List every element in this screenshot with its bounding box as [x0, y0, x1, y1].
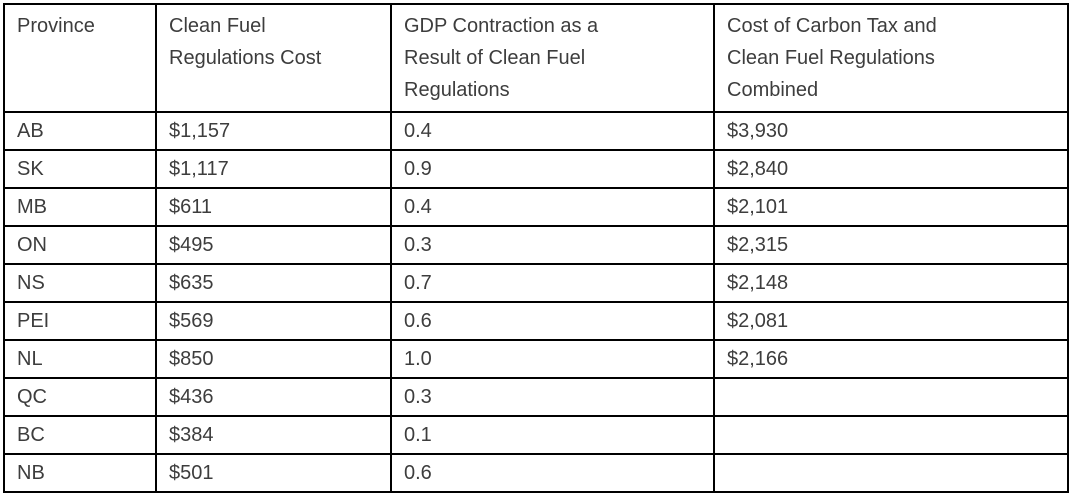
table-row: PEI $569 0.6 $2,081 — [3, 301, 1069, 341]
cell-province: QC — [3, 377, 157, 417]
cell-clean-fuel-cost: $501 — [155, 453, 392, 493]
cell-combined-cost — [713, 377, 1069, 417]
cell-clean-fuel-cost: $1,117 — [155, 149, 392, 189]
header-row: Province Clean Fuel Regulations Cost GDP… — [3, 3, 1069, 113]
cell-gdp-contraction: 0.4 — [390, 187, 715, 227]
table-row: NL $850 1.0 $2,166 — [3, 339, 1069, 379]
cell-clean-fuel-cost: $495 — [155, 225, 392, 265]
col-header-gdp-contraction: GDP Contraction as a Result of Clean Fue… — [390, 3, 715, 113]
cell-province: BC — [3, 415, 157, 455]
cell-gdp-contraction: 0.6 — [390, 453, 715, 493]
cell-province: SK — [3, 149, 157, 189]
cell-province: NL — [3, 339, 157, 379]
cell-gdp-contraction: 0.6 — [390, 301, 715, 341]
cell-combined-cost: $2,081 — [713, 301, 1069, 341]
provinces-clean-fuel-cost-table: Province Clean Fuel Regulations Cost GDP… — [3, 3, 1069, 493]
cell-clean-fuel-cost: $384 — [155, 415, 392, 455]
table-row: NB $501 0.6 — [3, 453, 1069, 493]
table-row: AB $1,157 0.4 $3,930 — [3, 111, 1069, 151]
cell-province: MB — [3, 187, 157, 227]
cell-combined-cost: $2,101 — [713, 187, 1069, 227]
table-row: NS $635 0.7 $2,148 — [3, 263, 1069, 303]
cell-clean-fuel-cost: $850 — [155, 339, 392, 379]
table-row: QC $436 0.3 — [3, 377, 1069, 417]
cell-clean-fuel-cost: $1,157 — [155, 111, 392, 151]
cell-province: NS — [3, 263, 157, 303]
table-row: SK $1,117 0.9 $2,840 — [3, 149, 1069, 189]
cell-gdp-contraction: 0.3 — [390, 225, 715, 265]
cell-combined-cost — [713, 453, 1069, 493]
cell-clean-fuel-cost: $436 — [155, 377, 392, 417]
cell-province: NB — [3, 453, 157, 493]
cell-gdp-contraction: 0.7 — [390, 263, 715, 303]
cell-province: ON — [3, 225, 157, 265]
table-row: BC $384 0.1 — [3, 415, 1069, 455]
table-row: MB $611 0.4 $2,101 — [3, 187, 1069, 227]
cell-combined-cost: $3,930 — [713, 111, 1069, 151]
table-body: AB $1,157 0.4 $3,930 SK $1,117 0.9 $2,840 MB $611… — [3, 111, 1069, 493]
cell-province: PEI — [3, 301, 157, 341]
cell-gdp-contraction: 0.4 — [390, 111, 715, 151]
cell-clean-fuel-cost: $635 — [155, 263, 392, 303]
cell-province: AB — [3, 111, 157, 151]
cell-combined-cost: $2,840 — [713, 149, 1069, 189]
cell-combined-cost: $2,315 — [713, 225, 1069, 265]
cell-combined-cost — [713, 415, 1069, 455]
cell-combined-cost: $2,148 — [713, 263, 1069, 303]
col-header-province: Province — [3, 3, 157, 113]
col-header-combined-cost: Cost of Carbon Tax and Clean Fuel Regula… — [713, 3, 1069, 113]
col-header-clean-fuel-cost: Clean Fuel Regulations Cost — [155, 3, 392, 113]
cell-gdp-contraction: 0.9 — [390, 149, 715, 189]
cell-combined-cost: $2,166 — [713, 339, 1069, 379]
cell-gdp-contraction: 1.0 — [390, 339, 715, 379]
cell-gdp-contraction: 0.1 — [390, 415, 715, 455]
cell-clean-fuel-cost: $611 — [155, 187, 392, 227]
cell-gdp-contraction: 0.3 — [390, 377, 715, 417]
cell-clean-fuel-cost: $569 — [155, 301, 392, 341]
table-row: ON $495 0.3 $2,315 — [3, 225, 1069, 265]
